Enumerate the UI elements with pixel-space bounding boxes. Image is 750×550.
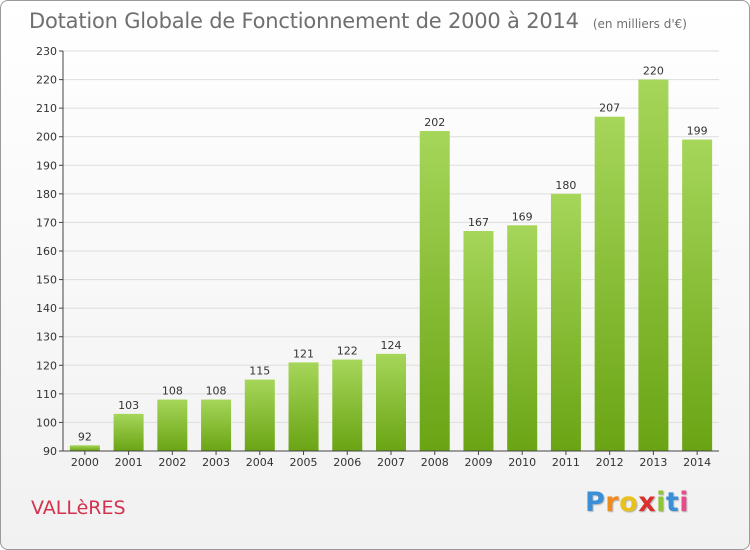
y-tick-label: 100 (36, 416, 57, 429)
x-tick-label: 2001 (115, 456, 143, 469)
logo-letter: r (605, 487, 620, 518)
y-tick-label: 210 (36, 102, 57, 115)
bar (244, 379, 275, 451)
y-tick-label: 140 (36, 302, 57, 315)
bar (507, 225, 538, 451)
y-tick-label: 110 (36, 388, 57, 401)
x-tick-label: 2007 (377, 456, 405, 469)
proxiti-logo: Proxiti (585, 487, 689, 518)
bar (69, 445, 100, 451)
data-label: 108 (206, 385, 227, 398)
x-tick-label: 2003 (202, 456, 230, 469)
data-label: 202 (424, 116, 445, 129)
bar (332, 359, 363, 451)
data-label: 108 (162, 385, 183, 398)
commune-name: VALLèRES (31, 497, 126, 519)
y-tick-label: 180 (36, 188, 57, 201)
chart-title: Dotation Globale de Fonctionnement de 20… (29, 9, 687, 33)
x-tick-label: 2006 (333, 456, 361, 469)
logo-letter: i (679, 487, 690, 518)
data-label: 180 (555, 179, 576, 192)
data-label: 207 (599, 102, 620, 115)
logo-letter: x (638, 487, 657, 518)
y-tick-label: 130 (36, 331, 57, 344)
x-tick-label: 2009 (464, 456, 492, 469)
x-tick-label: 2000 (71, 456, 99, 469)
x-tick-label: 2013 (639, 456, 667, 469)
y-tick-label: 150 (36, 274, 57, 287)
data-label: 169 (512, 210, 533, 223)
x-tick-label: 2011 (552, 456, 580, 469)
bar (682, 139, 713, 452)
bar (288, 362, 319, 451)
y-tick-label: 90 (43, 445, 57, 458)
data-label: 122 (337, 345, 358, 358)
x-tick-label: 2008 (421, 456, 449, 469)
logo-letter: t (665, 487, 680, 518)
data-label: 220 (643, 65, 664, 78)
x-tick-label: 2012 (596, 456, 624, 469)
bar (419, 131, 450, 451)
x-tick-label: 2002 (158, 456, 186, 469)
data-label: 115 (249, 365, 270, 378)
y-tick-label: 190 (36, 159, 57, 172)
bar (201, 399, 232, 451)
data-label: 92 (78, 430, 92, 443)
y-tick-label: 230 (36, 45, 57, 58)
y-tick-label: 160 (36, 245, 57, 258)
bar (594, 116, 625, 451)
data-label: 124 (381, 339, 402, 352)
x-tick-label: 2004 (246, 456, 274, 469)
bar (550, 193, 581, 451)
chart-unit: (en milliers d'€) (592, 17, 687, 31)
chart-title-text: Dotation Globale de Fonctionnement de 20… (29, 9, 579, 33)
bar (638, 79, 669, 452)
bar (463, 231, 494, 451)
logo-letter: o (619, 487, 639, 518)
data-label: 121 (293, 347, 314, 360)
y-tick-label: 220 (36, 74, 57, 87)
x-tick-label: 2014 (683, 456, 711, 469)
bar (113, 413, 144, 451)
x-tick-label: 2010 (508, 456, 536, 469)
x-tick-label: 2005 (290, 456, 318, 469)
y-tick-label: 200 (36, 131, 57, 144)
bar (157, 399, 188, 451)
data-label: 199 (687, 125, 708, 138)
data-label: 167 (468, 216, 489, 229)
y-tick-label: 120 (36, 359, 57, 372)
bar (376, 353, 406, 451)
logo-letter: P (585, 487, 606, 518)
y-tick-label: 170 (36, 216, 57, 229)
logo-letter: i (656, 487, 666, 518)
data-label: 103 (118, 399, 139, 412)
